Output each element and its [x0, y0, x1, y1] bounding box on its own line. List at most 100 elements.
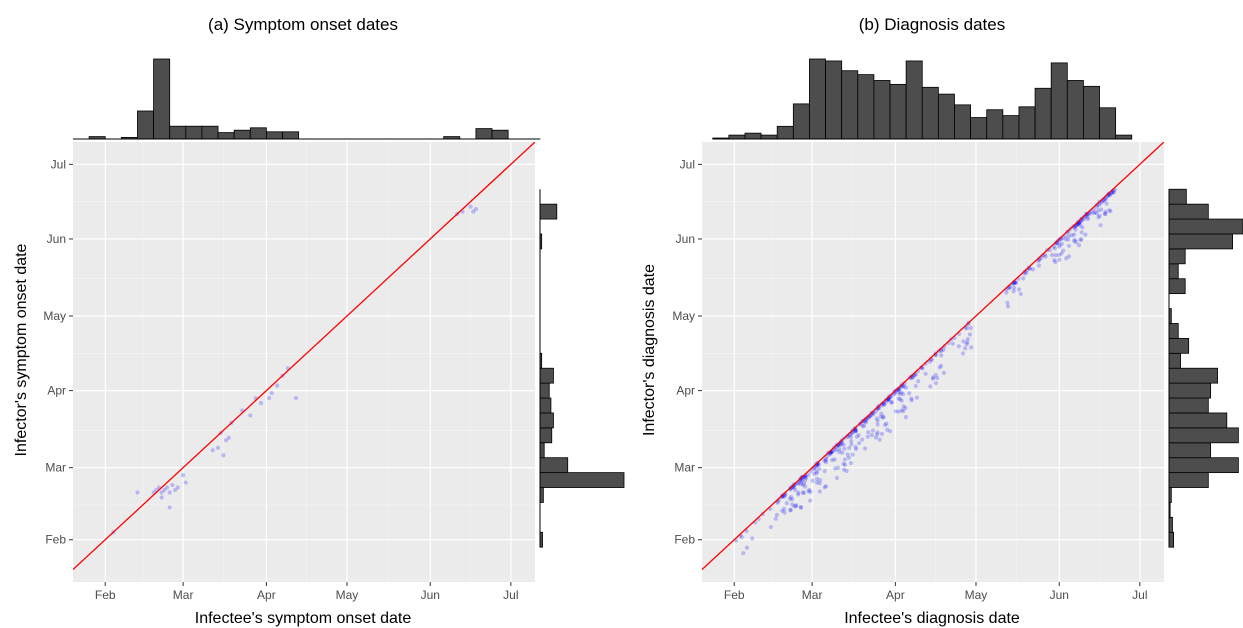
data-point [1049, 252, 1055, 258]
histogram-bar [217, 132, 235, 140]
data-point [885, 427, 890, 432]
data-point [1111, 190, 1116, 195]
data-point [930, 376, 936, 381]
x-axis-title: Infectee's diagnosis date [844, 610, 1020, 627]
data-point [909, 398, 914, 403]
data-point [884, 421, 889, 426]
data-point [928, 384, 933, 389]
data-point [889, 400, 894, 405]
data-point [941, 347, 946, 352]
data-point [874, 432, 880, 437]
data-point [1005, 300, 1010, 305]
data-point [833, 466, 838, 471]
data-point [896, 396, 901, 401]
data-point [856, 433, 861, 438]
data-point [473, 207, 479, 212]
data-point [879, 411, 884, 416]
data-point [1056, 252, 1062, 258]
histogram-bar [954, 104, 972, 140]
data-point [880, 415, 886, 420]
data-point [848, 460, 854, 466]
panel-title: (b) Diagnosis dates [859, 15, 1005, 34]
x-tick-label: Jun [421, 588, 440, 602]
data-point [1063, 237, 1069, 242]
x-tick-label: Jul [503, 588, 518, 602]
x-axis-title: Infectee's symptom onset date [195, 610, 412, 627]
data-point [803, 475, 809, 481]
data-point [773, 516, 778, 521]
data-point [950, 341, 955, 346]
data-point [960, 351, 966, 356]
data-point [221, 453, 226, 458]
data-point [873, 435, 878, 440]
data-point [787, 496, 792, 501]
data-point [899, 390, 904, 395]
data-point [803, 484, 808, 489]
y-tick-label: Jun [47, 232, 66, 246]
data-point [941, 370, 947, 376]
right-histogram [1168, 188, 1243, 548]
data-point [800, 490, 806, 495]
panel-background [73, 142, 535, 582]
data-point [1021, 276, 1026, 281]
data-point [739, 534, 744, 540]
data-point [226, 435, 231, 440]
data-point [833, 448, 839, 453]
data-point [815, 461, 820, 466]
histogram-bar [873, 80, 891, 140]
data-point [845, 452, 850, 457]
data-point [841, 467, 847, 472]
histogram-bar [1168, 472, 1209, 488]
plot-inner [702, 142, 1164, 571]
data-point [1099, 207, 1104, 212]
data-point [1024, 270, 1029, 275]
histogram-bar [1168, 263, 1179, 280]
plot-inner [73, 142, 535, 571]
data-point [968, 325, 973, 331]
x-tick-label: May [336, 588, 359, 602]
data-point [780, 494, 785, 499]
data-point [808, 489, 813, 495]
data-point [794, 503, 799, 508]
histogram-bar [889, 83, 907, 140]
y-tick-label: Mar [674, 461, 695, 475]
data-point [858, 422, 863, 427]
data-point [875, 418, 880, 423]
data-point [817, 466, 822, 471]
histogram-bar [1168, 337, 1190, 354]
data-point [848, 434, 854, 440]
histogram-bar [539, 397, 552, 414]
data-point [847, 445, 852, 450]
histogram-bar [921, 86, 939, 140]
data-point [853, 429, 858, 434]
data-point [1052, 246, 1058, 251]
data-point [248, 413, 253, 418]
data-point [796, 492, 801, 497]
data-point [965, 340, 970, 345]
histogram-bar [185, 125, 203, 140]
data-point [215, 445, 221, 450]
data-point [1066, 243, 1072, 249]
data-point [744, 545, 750, 550]
histogram-bar [1050, 62, 1068, 140]
data-point [889, 399, 894, 405]
data-point [806, 472, 811, 477]
data-point [1078, 237, 1083, 242]
histogram-bar [1168, 352, 1181, 369]
y-tick-label: Jun [676, 232, 695, 246]
histogram-bar [1115, 134, 1133, 140]
data-point [801, 491, 806, 496]
data-point [923, 361, 928, 366]
data-point [854, 434, 860, 439]
data-point [840, 450, 845, 455]
data-point [874, 416, 879, 421]
histogram-bar [539, 442, 545, 459]
histogram-bar [249, 127, 267, 140]
histogram-bar [1168, 248, 1186, 265]
data-point [741, 551, 746, 556]
data-point [823, 460, 829, 465]
data-point [846, 455, 851, 460]
histogram-bar [282, 131, 300, 140]
data-point [1011, 289, 1016, 294]
data-point [939, 347, 944, 352]
